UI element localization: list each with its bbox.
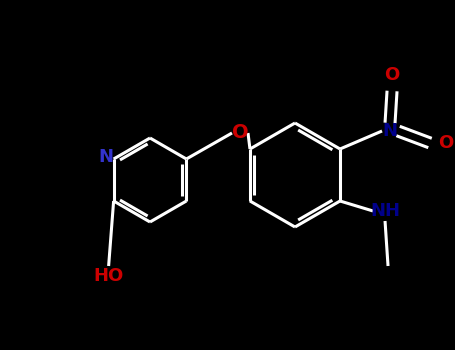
Text: NH: NH	[370, 202, 400, 220]
Text: O: O	[439, 134, 454, 152]
Text: N: N	[383, 122, 398, 140]
Text: HO: HO	[93, 267, 124, 285]
Text: N: N	[98, 148, 113, 166]
Text: O: O	[232, 124, 248, 142]
Text: O: O	[384, 66, 399, 84]
